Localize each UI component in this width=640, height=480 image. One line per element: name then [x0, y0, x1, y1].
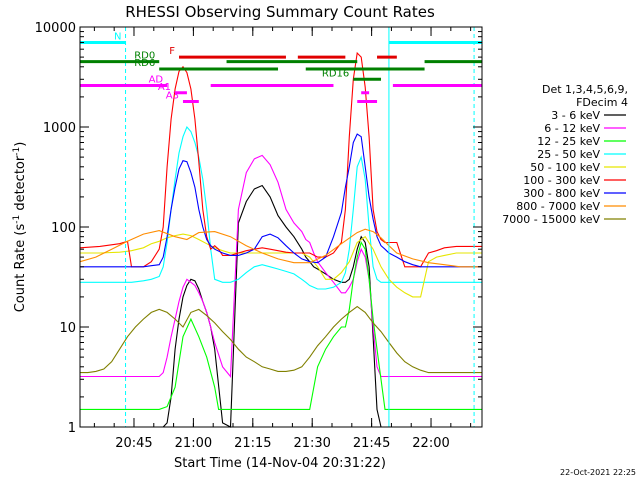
legend-header-1: FDecim 4 — [576, 96, 628, 109]
y-tick-label-2: 100 — [51, 221, 76, 236]
x-tick-label-4: 21:45 — [353, 436, 390, 451]
series-line-1 — [80, 154, 482, 378]
bar-label-5: AD — [149, 75, 164, 86]
y-tick-label-1: 10 — [59, 321, 76, 336]
bar-label-4: RD16 — [322, 68, 349, 79]
legend-header-0: Det 1,3,4,5,6,9, — [542, 83, 628, 96]
bar-label-3: RD6 — [134, 58, 155, 69]
x-tick-label-1: 21:00 — [175, 436, 212, 451]
series-line-0 — [80, 184, 482, 428]
x-tick-label-2: 21:15 — [234, 436, 271, 451]
series-line-8 — [80, 305, 482, 374]
legend-label-5: 100 - 300 keV — [523, 174, 600, 187]
x-tick-label-5: 22:00 — [412, 436, 449, 451]
footer-date: 22-Oct-2021 22:25 — [560, 468, 636, 477]
series-line-4 — [80, 233, 482, 298]
x-axis: 20:45 21:00 21:15 21:30 21:45 22:00 — [93, 27, 472, 451]
legend-label-6: 300 - 800 keV — [523, 187, 600, 200]
x-axis-label: Start Time (14-Nov-04 20:31:22) — [174, 456, 386, 471]
bar-label-2: RD0 — [134, 51, 155, 62]
series-line-7 — [79, 228, 482, 268]
legend-label-3: 25 - 50 keV — [537, 148, 600, 161]
x-tick-label-0: 20:45 — [115, 436, 152, 451]
y-tick-label-3: 1000 — [43, 121, 76, 136]
legend-label-8: 7000 - 15000 keV — [502, 213, 600, 226]
legend-label-4: 50 - 100 keV — [530, 161, 600, 174]
x-tick-label-3: 21:30 — [293, 436, 330, 451]
legend-label-2: 12 - 25 keV — [537, 135, 600, 148]
legend-label-0: 3 - 6 keV — [551, 109, 600, 122]
bar-label-6: A1 — [158, 82, 171, 93]
series-line-6 — [80, 133, 482, 268]
bar-label-0: N — [114, 31, 121, 42]
series-line-2 — [80, 241, 482, 410]
bar-label-7: A3 — [166, 90, 179, 101]
legend-label-7: 800 - 7000 keV — [516, 200, 600, 213]
bar-label-1: F — [169, 46, 175, 57]
y-tick-label-0: 1 — [68, 421, 76, 436]
legend-label-1: 6 - 12 keV — [544, 122, 600, 135]
y-axis-label: Count Rate (s-1 detector-1) — [12, 142, 28, 313]
chart-title: RHESSI Observing Summary Count Rates — [125, 3, 435, 21]
y-axis: 1 10 100 1000 10000 — [35, 21, 482, 436]
y-tick-label-4: 10000 — [35, 21, 76, 36]
series-layer — [79, 51, 482, 428]
